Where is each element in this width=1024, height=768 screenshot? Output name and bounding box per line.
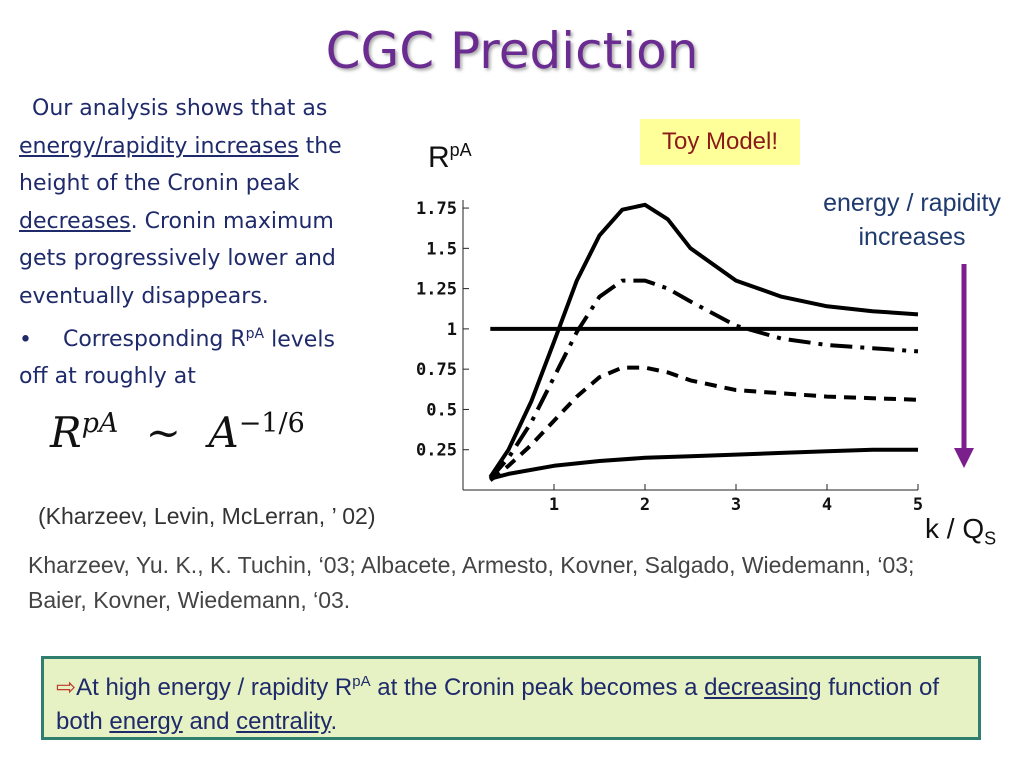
page-title: CGC Prediction [325, 22, 699, 80]
conclusion-underline-centrality: centrality [236, 708, 331, 735]
conclusion-text-5: . [330, 708, 338, 735]
energy-annotation: energy / rapidity increases [800, 186, 1024, 254]
x-axis-label: k / QS [925, 513, 996, 550]
y-axis-label: RpA [428, 140, 472, 175]
conclusion-text-3: function of both [56, 674, 939, 735]
series-line-4 [489, 447, 918, 481]
right-arrow-icon: ⇨ [56, 674, 77, 701]
para-underline-2: decreases [19, 208, 131, 234]
y-tick-label: 1.25 [416, 280, 457, 300]
conclusion-text-1: At high energy / rapidity R [76, 674, 353, 701]
formula-sim: ∼ [145, 408, 181, 457]
y-tick-label: 0.75 [416, 360, 457, 380]
bullet-text-pre: Corresponding R [62, 326, 246, 352]
toy-model-badge: Toy Model! [640, 119, 800, 165]
conclusion-underline-energy: energy [109, 708, 183, 735]
bullet-marker: • [19, 326, 32, 352]
x-tick-label: 2 [640, 495, 650, 510]
down-arrow-icon [954, 264, 974, 468]
para-text-2: the height of the Cronin peak [19, 133, 342, 197]
y-tick-label: 0.25 [416, 441, 457, 461]
conclusion-text-2: at the Cronin peak becomes a [377, 674, 698, 701]
formula-base-sup: pA [81, 408, 119, 439]
bullet-sup: pA [245, 325, 265, 342]
y-tick-label: 1.5 [426, 239, 457, 259]
formula-rhs: A [208, 408, 239, 457]
y-axis-label-sup: pA [449, 140, 472, 160]
scaling-formula: RpA ∼ A−1/6 [50, 408, 305, 457]
y-tick-label: 1.75 [416, 199, 457, 219]
x-tick-label: 3 [731, 495, 741, 510]
bullet-item: • Corresponding RpA levels off at roughl… [19, 316, 364, 397]
energy-annotation-line1: energy / rapidity [823, 189, 1001, 217]
x-tick-label: 4 [822, 495, 832, 510]
para-text-3: . Cronin maximum gets progressively lowe… [19, 208, 336, 309]
arrow-head [954, 448, 974, 468]
bullet-text-post: levels off at roughly at [19, 326, 335, 390]
para-text-1: Our analysis shows that as [32, 96, 328, 121]
cronin-chart: 1 2 3 4 5 0.25 0.5 0.75 1 1.25 1.5 1.75 [416, 199, 923, 510]
citation-secondary: Kharzeev, Yu. K., K. Tuchin, ‘03; Albace… [28, 552, 915, 613]
y-tick-label: 0.5 [426, 400, 457, 420]
analysis-paragraph: Our analysis shows that as energy/rapidi… [19, 90, 364, 396]
conclusion-text-4: and [189, 708, 230, 735]
formula-rhs-sup: −1/6 [238, 408, 305, 439]
series-line-2 [488, 278, 919, 481]
conclusion-sup: pA [352, 673, 371, 690]
x-axis-label-base: k / Q [925, 513, 985, 544]
x-axis-label-sub: S [984, 528, 997, 549]
series-line-1 [488, 202, 919, 479]
conclusion-box: ⇨At high energy / rapidity RpA at the Cr… [41, 656, 981, 740]
energy-annotation-line2: increases [858, 223, 966, 251]
series-line-3 [489, 365, 919, 482]
x-tick-label: 5 [913, 495, 923, 510]
y-axis-label-base: R [428, 141, 450, 174]
conclusion-underline-decreasing: decreasing [704, 674, 822, 701]
formula-base: R [50, 408, 82, 457]
citation-primary: (Kharzeev, Levin, McLerran, ’ 02) [38, 503, 376, 529]
para-underline-1: energy/rapidity increases [19, 133, 299, 159]
y-tick-label: 1 [447, 320, 457, 340]
x-tick-label: 1 [549, 495, 559, 510]
